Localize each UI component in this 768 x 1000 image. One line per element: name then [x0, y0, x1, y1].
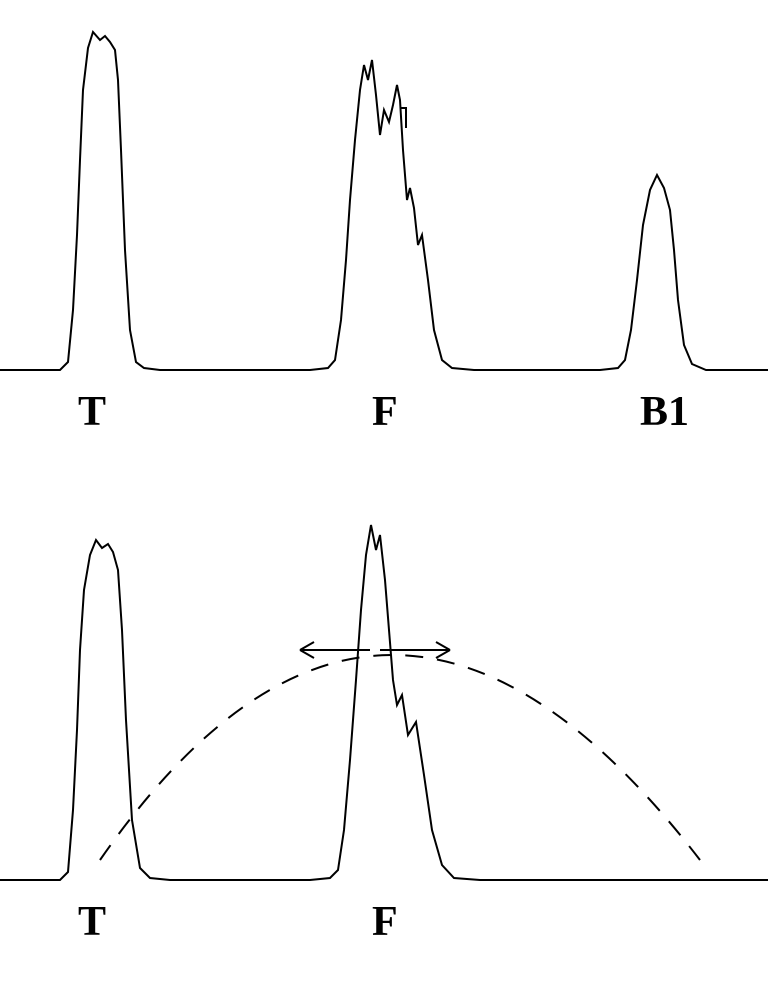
- spectrum-trace-top: [0, 32, 768, 370]
- peak-label-t-bottom: T: [78, 898, 106, 946]
- dashed-envelope-arc: [100, 655, 700, 860]
- bottom-spectrum-svg: [0, 520, 768, 950]
- peak-label-t: T: [78, 388, 106, 436]
- peak-label-f-bottom: F: [372, 898, 398, 946]
- bottom-spectrum-panel: T F: [0, 520, 768, 950]
- spectrum-trace-bottom: [0, 525, 768, 880]
- peak-label-f: F: [372, 388, 398, 436]
- peak-label-b1: B1: [640, 388, 689, 436]
- top-spectrum-panel: T F B1: [0, 10, 768, 440]
- top-spectrum-svg: [0, 10, 768, 440]
